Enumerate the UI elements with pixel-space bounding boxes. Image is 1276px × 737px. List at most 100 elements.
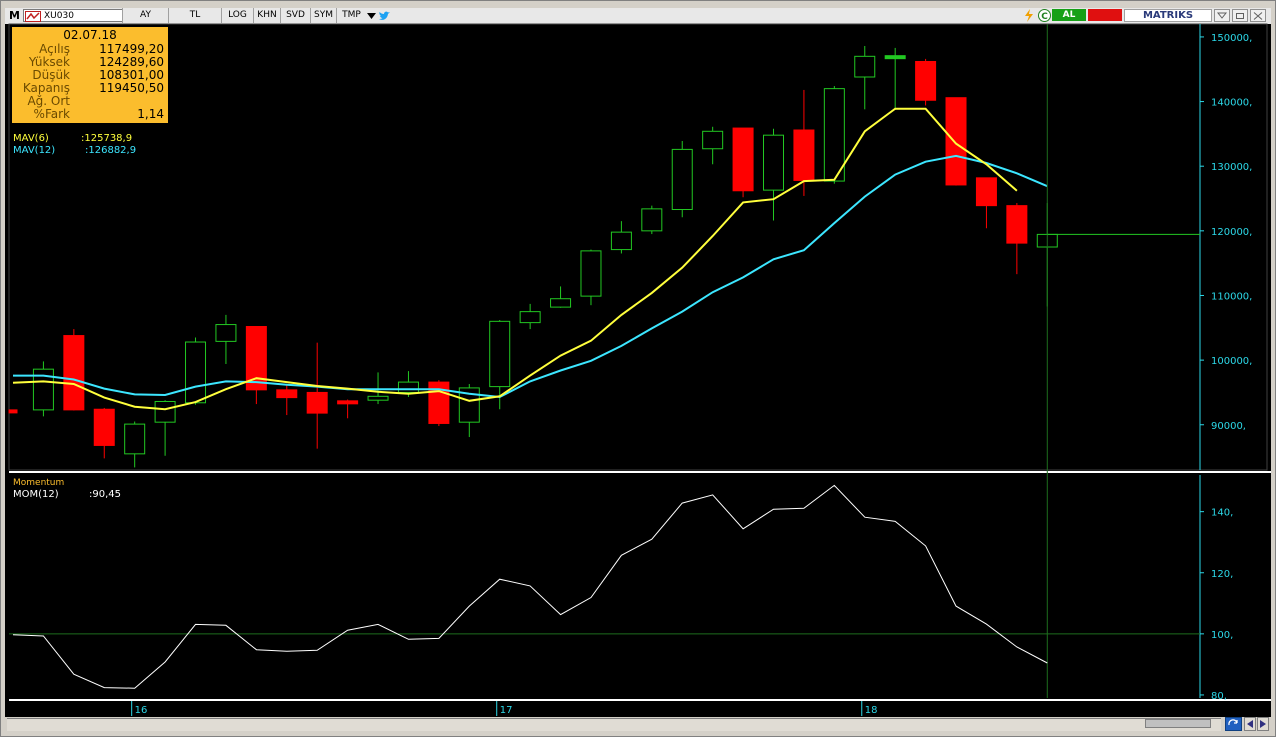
- candle: [489, 320, 511, 410]
- candle-body: [93, 408, 115, 446]
- legend-mom-value: :90,45: [89, 489, 121, 500]
- buy-button[interactable]: AL: [1052, 9, 1086, 21]
- candle-body: [641, 208, 663, 232]
- candle: [854, 45, 876, 110]
- candle-body: [276, 389, 298, 399]
- svg-text:C: C: [1041, 12, 1048, 22]
- time-tick-label: 17: [500, 705, 513, 716]
- price-tick-label: 150000,: [1211, 33, 1252, 44]
- candle: [63, 329, 85, 411]
- candle: [763, 128, 784, 221]
- candle: [337, 399, 359, 419]
- info-row-high: Yüksek 124289,60: [12, 56, 168, 69]
- candle: [732, 127, 754, 198]
- candle-body: [306, 391, 328, 414]
- matriks-brand: MATRIKS: [1124, 9, 1212, 22]
- scrollbar-thumb[interactable]: [1145, 719, 1211, 728]
- candle: [215, 314, 237, 364]
- candle: [306, 342, 328, 449]
- info-value: 119450,50: [99, 81, 164, 95]
- candle: [1006, 203, 1028, 275]
- candle: [276, 385, 298, 416]
- legend-mav6: MAV(6) :125738,9: [13, 133, 132, 145]
- candle: [245, 326, 267, 405]
- sync-icon[interactable]: [1225, 717, 1242, 731]
- candle: [671, 140, 693, 218]
- candle-body: [154, 400, 176, 423]
- info-date: 02.07.18: [63, 28, 117, 42]
- candle: [428, 380, 450, 427]
- chart-area[interactable]: 150000, 140000, 130000, 120000, 110000, 10000…: [5, 1, 1271, 717]
- candle-body: [915, 60, 937, 101]
- chart-type-icon[interactable]: [25, 11, 41, 22]
- info-value: 108301,00: [99, 68, 164, 82]
- scroll-right-icon[interactable]: [1257, 717, 1269, 731]
- candle: [519, 303, 541, 330]
- legend-mav6-label: MAV(6): [13, 133, 49, 144]
- candle: [185, 337, 207, 405]
- candle: [884, 47, 906, 110]
- candle-body: [671, 148, 693, 211]
- toolbar: M XU030 AY TL LOG KHN SVD SYM TMP C AL M…: [5, 8, 1271, 25]
- twitter-icon[interactable]: [378, 10, 391, 22]
- legend-mom: MOM(12) :90,45: [13, 489, 121, 501]
- candle: [397, 371, 419, 397]
- legend-mom-label: MOM(12): [13, 489, 59, 500]
- lightning-icon[interactable]: [1023, 9, 1035, 22]
- info-label: Ağ. Ort: [27, 94, 70, 108]
- price-tick-label: 130000,: [1211, 162, 1252, 173]
- candle-body: [215, 324, 237, 342]
- sell-button[interactable]: [1088, 9, 1122, 21]
- template-button[interactable]: TMP: [336, 8, 366, 23]
- sym-button[interactable]: SYM: [310, 8, 336, 23]
- candle-body: [397, 381, 419, 393]
- svd-button[interactable]: SVD: [280, 8, 310, 23]
- info-row-close: Kapanış 119450,50: [12, 82, 168, 95]
- candle-body: [580, 250, 602, 297]
- candle-body: [337, 400, 359, 405]
- candle: [915, 58, 937, 106]
- info-row-low: Düşük 108301,00: [12, 69, 168, 82]
- candle: [124, 421, 146, 468]
- khn-button[interactable]: KHN: [253, 8, 280, 23]
- momentum-tick-label: 80,: [1211, 691, 1227, 702]
- horizontal-scrollbar[interactable]: [7, 718, 1221, 731]
- info-label: %Fark: [33, 107, 70, 121]
- ohlc-info-box: 02.07.18 Açılış 117499,20 Yüksek 124289,…: [11, 26, 169, 124]
- candle-body: [63, 335, 85, 411]
- candle: [610, 221, 632, 254]
- candle-body: [124, 423, 146, 455]
- price-tick-label: 120000,: [1211, 227, 1252, 238]
- refresh-icon[interactable]: C: [1038, 9, 1051, 22]
- info-label: Düşük: [32, 68, 70, 82]
- candle: [32, 361, 54, 417]
- candle-body: [489, 320, 511, 388]
- candle: [550, 286, 572, 308]
- chart-background: [5, 24, 1271, 701]
- period-month-button[interactable]: AY: [122, 8, 168, 23]
- info-value: 1,14: [137, 107, 164, 121]
- symbol-value: XU030: [44, 11, 74, 21]
- mav12-line: [13, 154, 1048, 399]
- template-dropdown-icon[interactable]: [366, 11, 377, 21]
- momentum-line: [12, 484, 1048, 689]
- momentum-tick-label: 100,: [1211, 630, 1233, 641]
- price-tick-label: 100000,: [1211, 356, 1252, 367]
- scroll-left-icon[interactable]: [1244, 717, 1256, 731]
- app-logo: M: [9, 9, 20, 22]
- info-label: Kapanış: [22, 81, 70, 95]
- info-label: Açılış: [39, 42, 70, 56]
- price-tick-label: 140000,: [1211, 98, 1252, 109]
- scroll-controls: [1225, 717, 1269, 731]
- candle-body: [823, 88, 845, 182]
- candle-body: [519, 311, 541, 324]
- moving-average-legend: MAV(6) :125738,9 MAV(12) :126882,9: [13, 133, 136, 157]
- candle: [823, 86, 845, 184]
- momentum-tick-label: 140,: [1211, 508, 1233, 519]
- currency-tl-button[interactable]: TL: [168, 8, 221, 23]
- candle-body: [185, 341, 207, 404]
- info-value: 124289,60: [99, 55, 164, 69]
- candle: [641, 205, 663, 235]
- log-scale-button[interactable]: LOG: [221, 8, 253, 23]
